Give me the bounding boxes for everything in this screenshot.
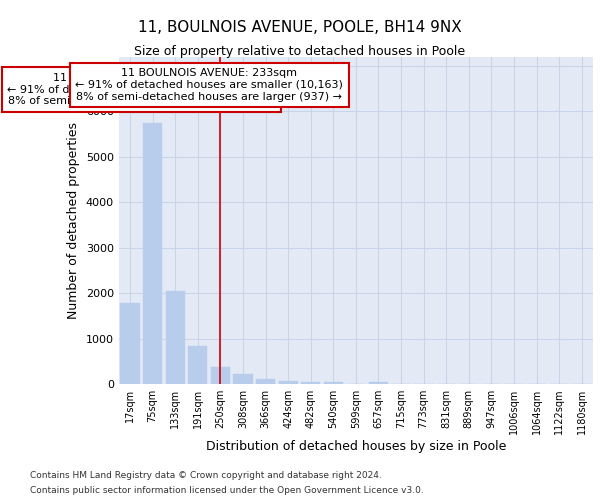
Text: Contains HM Land Registry data © Crown copyright and database right 2024.: Contains HM Land Registry data © Crown c… <box>30 471 382 480</box>
Text: 11 BOULNOIS AVENUE: 233sqm
← 91% of detached houses are smaller (10,163)
8% of s: 11 BOULNOIS AVENUE: 233sqm ← 91% of deta… <box>75 68 343 102</box>
X-axis label: Distribution of detached houses by size in Poole: Distribution of detached houses by size … <box>206 440 506 453</box>
Y-axis label: Number of detached properties: Number of detached properties <box>67 122 80 319</box>
Bar <box>324 382 343 384</box>
Bar <box>143 123 162 384</box>
Bar <box>256 379 275 384</box>
Bar <box>211 368 230 384</box>
Text: Size of property relative to detached houses in Poole: Size of property relative to detached ho… <box>134 45 466 58</box>
Bar <box>121 303 140 384</box>
Bar <box>278 380 298 384</box>
Text: Contains public sector information licensed under the Open Government Licence v3: Contains public sector information licen… <box>30 486 424 495</box>
Bar <box>301 382 320 384</box>
Bar <box>369 382 388 384</box>
Text: 11, BOULNOIS AVENUE, POOLE, BH14 9NX: 11, BOULNOIS AVENUE, POOLE, BH14 9NX <box>138 20 462 35</box>
Bar <box>188 346 208 384</box>
Text: 11 BOULNOIS AVENUE: 233sqm
← 91% of detached houses are smaller (10,163)
8% of s: 11 BOULNOIS AVENUE: 233sqm ← 91% of deta… <box>7 73 275 106</box>
Bar <box>166 291 185 384</box>
Bar <box>233 374 253 384</box>
